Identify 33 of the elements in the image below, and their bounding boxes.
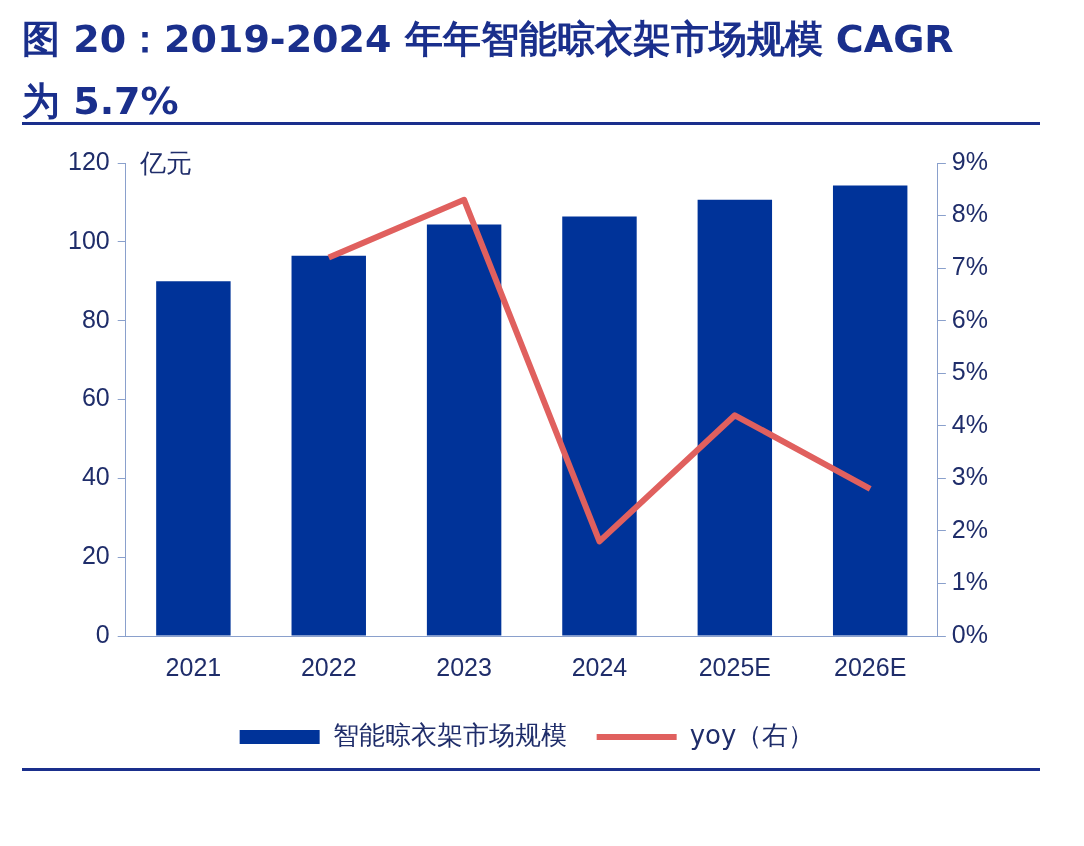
y2-tick-label: 8% xyxy=(951,199,989,228)
bar xyxy=(697,199,773,636)
y2-tick-label: 2% xyxy=(951,514,989,543)
x-tick-label: 2025E xyxy=(698,652,771,681)
x-tick-label: 2022 xyxy=(300,652,357,681)
bar xyxy=(832,185,908,636)
y-axis-title: 亿元 xyxy=(138,147,192,178)
y2-tick-label: 6% xyxy=(951,304,989,333)
bar xyxy=(291,255,366,636)
y2-tick-label: 9% xyxy=(951,146,989,175)
x-tick-label: 2021 xyxy=(165,652,222,681)
y-tick-label: 20 xyxy=(81,541,110,570)
y-tick-label: 80 xyxy=(81,304,110,333)
y2-tick-label: 4% xyxy=(951,409,989,438)
y2-tick-label: 3% xyxy=(951,462,989,491)
legend-label: yoy（右） xyxy=(689,719,815,750)
x-tick-label: 2024 xyxy=(571,652,628,681)
y-tick-label: 100 xyxy=(67,225,110,254)
bar xyxy=(426,224,502,636)
y-tick-label: 60 xyxy=(81,383,110,412)
y2-tick-label: 0% xyxy=(951,619,989,648)
y-tick-label: 0 xyxy=(95,619,110,648)
bar xyxy=(156,281,231,636)
chart-title: 图 20：2019-2024 年年智能晾衣架市场规模 CAGR 为 5.7% xyxy=(22,16,955,125)
bar xyxy=(562,216,637,636)
x-tick-label: 2026E xyxy=(834,652,907,681)
y2-tick-label: 5% xyxy=(951,357,989,386)
legend-label: 智能晾衣架市场规模 xyxy=(332,719,567,750)
y2-tick-label: 7% xyxy=(951,252,989,280)
y-tick-label: 120 xyxy=(67,146,110,175)
y2-tick-label: 1% xyxy=(951,567,989,596)
y-tick-label: 40 xyxy=(81,462,110,491)
x-tick-label: 2023 xyxy=(436,652,492,681)
